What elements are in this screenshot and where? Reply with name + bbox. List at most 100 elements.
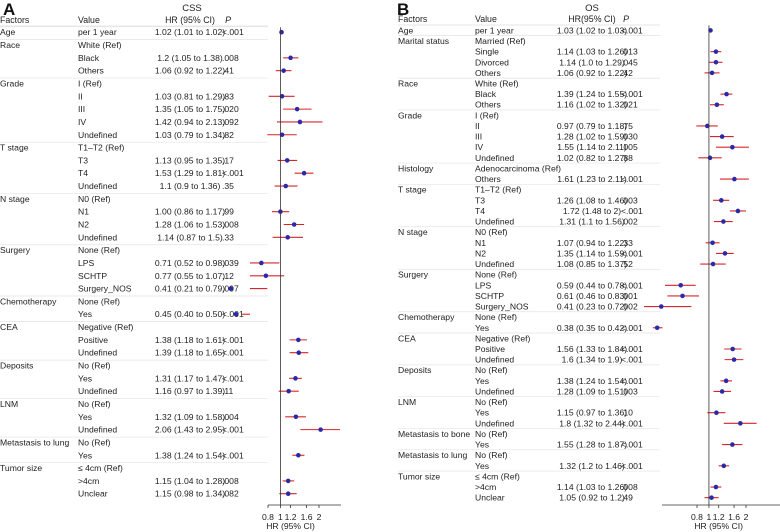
hr-ci-text: 1.02 (0.82 to 1.27) <box>557 153 627 163</box>
hr-ci-text: 1.06 (0.92 to 1.22) <box>155 66 225 76</box>
hr-point <box>285 491 291 497</box>
hr-point <box>719 389 725 394</box>
hr-point <box>281 68 286 73</box>
hr-point <box>732 176 737 182</box>
value-label: Undefined <box>475 386 514 396</box>
factor-label: CEA <box>0 322 18 332</box>
p-value: .013 <box>621 47 638 57</box>
hr-point <box>707 155 713 161</box>
value-label: Yes <box>78 373 92 383</box>
hr-point <box>718 198 724 203</box>
factor-label: CEA <box>398 333 416 343</box>
value-label: None (Ref) <box>78 296 120 306</box>
hr-ci-text: 1.56 (1.33 to 1.84) <box>557 344 627 354</box>
hr-point <box>233 311 239 317</box>
x-tick-label: 2 <box>317 512 322 522</box>
value-label: II <box>475 121 480 131</box>
factor-label: Metastasis to lung <box>0 437 69 447</box>
hr-point <box>263 273 269 279</box>
x-tick-label: 1.2 <box>285 512 297 522</box>
x-tick-label: 1.6 <box>301 512 313 522</box>
value-label: Positive <box>475 344 505 354</box>
value-label: IV <box>78 117 86 127</box>
hr-ci-text: 1.39 (1.18 to 1.65) <box>155 348 225 358</box>
hr-point <box>318 427 323 432</box>
x-tick-label: 1.2 <box>713 512 725 522</box>
hr-ci-text: 1.14 (1.0 to 1.29) <box>559 57 625 67</box>
hr-point <box>288 55 293 61</box>
factor-label: Deposits <box>0 361 33 371</box>
factor-label: N stage <box>0 194 30 204</box>
hr-ci-text: 1.16 (0.97 to 1.39) <box>155 386 225 396</box>
p-value: .001 <box>621 291 638 301</box>
hr-ci-text: 1.53 (1.29 to 1.81) <box>155 168 225 178</box>
value-label: ≤ 4cm (Ref) <box>475 471 520 481</box>
value-label: I (Ref) <box>475 110 499 120</box>
value-label: Yes <box>78 412 92 422</box>
value-label: Unclear <box>475 493 505 503</box>
value-label: Divorced <box>475 57 509 67</box>
hr-ci-text: 1.08 (0.85 to 1.37) <box>557 259 627 269</box>
p-value: .10 <box>621 408 633 418</box>
p-value: <.001 <box>222 27 244 37</box>
hr-ci-text: 1.14 (1.03 to 1.26) <box>557 47 627 57</box>
value-label: per 1 year <box>475 25 514 35</box>
hr-ci-text: 1.00 (0.86 to 1.17) <box>155 207 225 217</box>
p-value: <.001 <box>621 461 643 471</box>
hr-point <box>722 251 728 256</box>
hr-ci-text: 1.6 (1.34 to 1.9) <box>562 355 623 365</box>
hr-point <box>228 286 234 291</box>
value-label: Black <box>475 89 497 99</box>
value-label: Adenocarcinoma (Ref) <box>475 163 561 173</box>
header-value: Value <box>78 15 100 25</box>
p-value: <.001 <box>222 335 244 345</box>
hr-point <box>735 208 741 214</box>
hr-ci-text: 1.15 (1.04 to 1.28) <box>155 476 225 486</box>
header-factors: Factors <box>398 14 428 24</box>
p-value: .75 <box>621 121 633 131</box>
value-label: Single <box>475 47 499 57</box>
value-label: Undefined <box>78 348 117 358</box>
hr-point <box>291 222 297 227</box>
hr-ci-text: 1.2 (1.05 to 1.38) <box>157 53 223 63</box>
hr-point <box>285 235 291 240</box>
hr-ci-text: 2.06 (1.43 to 2.95) <box>155 425 225 435</box>
hr-ci-text: 1.05 (0.92 to 1.2) <box>559 493 625 503</box>
p-value: .020 <box>222 104 239 114</box>
value-label: No (Ref) <box>475 397 508 407</box>
p-value: .021 <box>621 100 638 110</box>
value-label: White (Ref) <box>78 40 122 50</box>
hr-ci-text: 1.28 (1.02 to 1.59) <box>557 132 627 142</box>
x-tick-label: 1 <box>278 512 283 522</box>
p-value: .008 <box>222 53 239 63</box>
value-label: Married (Ref) <box>475 36 526 46</box>
value-label: T1–T2 (Ref) <box>475 185 521 195</box>
p-value: .008 <box>222 220 239 230</box>
hr-ci-text: 1.14 (1.03 to 1.26) <box>557 482 627 492</box>
hr-ci-text: 1.35 (1.14 to 1.59) <box>557 248 627 258</box>
hr-point <box>709 495 714 500</box>
hr-point <box>286 388 291 394</box>
hr-point <box>279 132 285 138</box>
hr-point <box>724 91 729 97</box>
hr-point <box>713 484 719 490</box>
hr-ci-text: 1.8 (1.32 to 2.44) <box>559 418 625 428</box>
x-axis-title: HR (95% CI) <box>266 521 315 531</box>
p-value: .52 <box>621 259 633 269</box>
value-label: III <box>78 104 85 114</box>
hr-point <box>284 158 290 163</box>
value-label: N0 (Ref) <box>78 194 111 204</box>
p-value: .002 <box>621 217 638 227</box>
p-value: <.001 <box>621 174 643 184</box>
hr-point <box>709 70 715 76</box>
hr-ci-text: 1.14 (0.87 to 1.5) <box>157 232 223 242</box>
hr-ci-text: 1.55 (1.14 to 2.11) <box>557 142 627 152</box>
hr-ci-text: 1.1 (0.9 to 1.36) <box>160 181 221 191</box>
p-value: .99 <box>222 207 234 217</box>
value-label: No (Ref) <box>78 437 111 447</box>
hr-point <box>296 350 302 356</box>
hr-point <box>710 261 716 267</box>
x-tick-label: 2 <box>744 512 749 522</box>
hr-ci-text: 1.02 (1.01 to 1.02) <box>155 27 225 37</box>
